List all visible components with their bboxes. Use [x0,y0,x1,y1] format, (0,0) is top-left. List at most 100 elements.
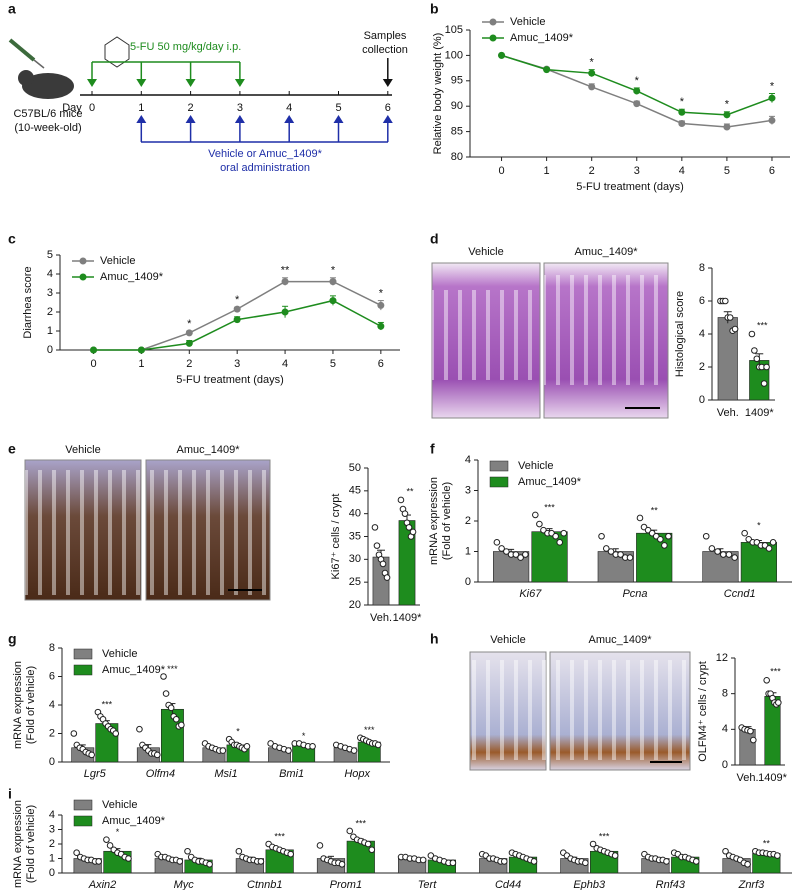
panel-letter: d [430,231,439,247]
image-label: Amuc_1409* [575,246,639,258]
histology-texture [432,290,540,380]
data-point [744,861,751,868]
series-marker [281,308,289,316]
data-point [503,548,510,555]
legend-marker [489,34,497,42]
day-number: 1 [138,102,144,114]
data-point [722,297,729,305]
data-point [176,858,184,865]
treatment-label: oral administration [220,162,310,174]
data-point [522,551,529,558]
legend-label: Amuc_1409* [510,32,574,44]
y-tick-label: 2 [699,361,705,373]
y-axis-label: mRNA expression [12,800,24,888]
data-point [160,673,167,680]
data-point [532,511,539,519]
data-point [714,548,721,555]
arrow-head [234,79,245,87]
data-point [167,704,175,712]
y-tick-label: 6 [699,295,705,307]
legend-swatch [73,664,93,676]
legend-label: Amuc_1409* [102,815,166,827]
chart: 0 1 2 3 4 5 Diarrhea score 0 1 2 3 4 5 6 5-FU treatmen… [22,249,400,386]
legend-swatch [489,476,509,488]
arrow-head [136,79,147,87]
legend-swatch [73,799,93,811]
data-point [517,554,524,561]
y-tick-label: 6 [49,670,55,682]
x-tick-label: Pcna [622,588,647,600]
series-marker [588,83,596,91]
data-point [206,861,213,868]
day-number: 5 [335,102,341,114]
x-tick-label: Prom1 [330,879,362,890]
data-point [589,840,597,848]
data-point [747,727,754,735]
x-tick-label: 5 [330,358,336,370]
data-point [374,741,382,749]
arrow-head [136,115,147,123]
data-point [219,747,227,754]
data-point [401,510,409,517]
data-point [153,751,161,759]
panel-letter: h [430,631,439,647]
data-point [661,542,668,549]
series-marker [233,305,241,313]
y-tick-label: 3 [465,484,471,496]
data-point [70,730,78,737]
data-point [112,730,120,737]
significance: *** [274,831,285,841]
x-tick-label: 1409* [393,612,422,624]
data-point [722,847,729,855]
y-tick-label: 100 [445,49,463,61]
y-tick-label: 0 [699,394,705,406]
data-point [405,524,413,531]
data-point [602,545,610,552]
y-tick-label: 4 [49,699,55,711]
x-tick-label: Rnf43 [656,879,686,890]
y-tick-label: 0 [465,576,471,588]
significance: *** [599,831,610,841]
data-point [536,520,543,528]
significance: *** [364,725,375,735]
histology-texture [25,470,141,595]
series-marker [633,100,641,108]
data-point [657,536,664,543]
y-tick-label: 2 [49,838,55,850]
data-point [184,847,191,855]
data-point [617,551,624,558]
data-point [665,532,672,540]
data-point [500,858,508,865]
data-point [556,539,564,546]
data-point [530,858,538,865]
panel-letter: i [8,786,12,802]
x-tick-label: Ephb3 [573,879,606,890]
schematic: 5-FU 50 mg/kg/day i.p. Samples collectio… [8,30,408,174]
histology-texture [550,660,690,760]
series-marker [768,94,776,102]
significance: * [757,521,761,531]
data-point [769,539,777,546]
legend-label: Amuc_1409* [100,271,164,283]
arrow-head [284,115,295,123]
y-tick-label: 4 [47,268,53,280]
significance: *** [770,667,781,677]
series-marker [678,108,686,116]
y-axis-label: OLFM4⁺ cells / crypt [697,661,709,762]
y-tick-label: 95 [451,75,463,87]
data-point [427,852,435,859]
data-point [449,859,457,867]
data-point [552,532,559,540]
data-point [498,545,505,552]
significance: *** [757,320,768,330]
x-tick-label: 4 [282,358,288,370]
data-point [95,858,102,865]
syringe-icon [8,38,36,62]
significance: * [680,96,685,108]
data-point [636,514,644,522]
x-tick-label: Ctnnb1 [247,879,282,890]
day-label: Day [62,102,82,114]
y-tick-label: 8 [722,688,728,700]
significance: *** [102,700,113,710]
data-point [235,847,243,855]
